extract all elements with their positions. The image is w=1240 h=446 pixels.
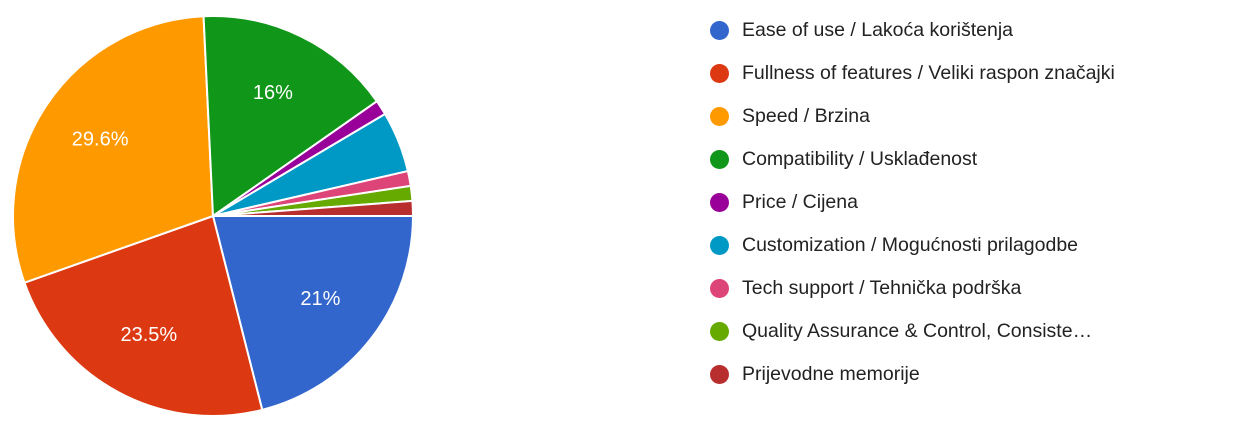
legend-item: Quality Assurance & Control, Consiste… (708, 315, 1182, 348)
legend: Ease of use / Lakoća korištenja Fullness … (708, 14, 1208, 401)
slice-label: 21% (300, 288, 340, 310)
pie-slice (211, 215, 415, 412)
legend-swatch (710, 193, 729, 212)
legend-item: Tech support / Tehnička podrška (708, 272, 1182, 305)
legend-item: Prijevodne memorije (708, 358, 1182, 391)
legend-item: Ease of use / Lakoća korištenja (708, 14, 1182, 47)
slice-label: 29.6% (72, 128, 129, 150)
pie-slice (202, 15, 379, 218)
pie-slice (23, 214, 264, 417)
legend-label: Ease of use / Lakoća korištenja (742, 19, 1013, 41)
pie-slice (12, 15, 215, 284)
slice-label: 16% (253, 82, 293, 104)
legend-swatch (710, 64, 729, 83)
legend-item: Customization / Mogućnosti prilagodbe (708, 229, 1182, 262)
legend-swatch (710, 21, 729, 40)
legend-item: Speed / Brzina (708, 100, 1182, 133)
legend-item: Price / Cijena (708, 186, 1182, 219)
legend-swatch (710, 236, 729, 255)
legend-swatch (710, 365, 729, 384)
legend-label: Speed / Brzina (742, 105, 870, 127)
legend-label: Fullness of features / Veliki raspon zna… (742, 62, 1115, 84)
slice-label: 23.5% (121, 324, 178, 346)
pie-slice (212, 199, 415, 217)
legend-item: Compatibility / Usklađenost (708, 143, 1182, 176)
legend-swatch (710, 322, 729, 341)
legend-swatch (710, 107, 729, 126)
legend-swatch (710, 279, 729, 298)
legend-label: Prijevodne memorije (742, 363, 920, 385)
legend-label: Compatibility / Usklađenost (742, 148, 978, 170)
legend-swatch (710, 150, 729, 169)
legend-label: Tech support / Tehnička podrška (742, 277, 1022, 299)
legend-item: Fullness of features / Veliki raspon zna… (708, 57, 1182, 90)
legend-label: Price / Cijena (742, 191, 858, 213)
legend-label: Customization / Mogućnosti prilagodbe (742, 234, 1079, 256)
legend-label: Quality Assurance & Control, Consiste… (742, 320, 1093, 342)
pie-chart: 21% 23.5% 29.6% 16% (12, 15, 415, 417)
